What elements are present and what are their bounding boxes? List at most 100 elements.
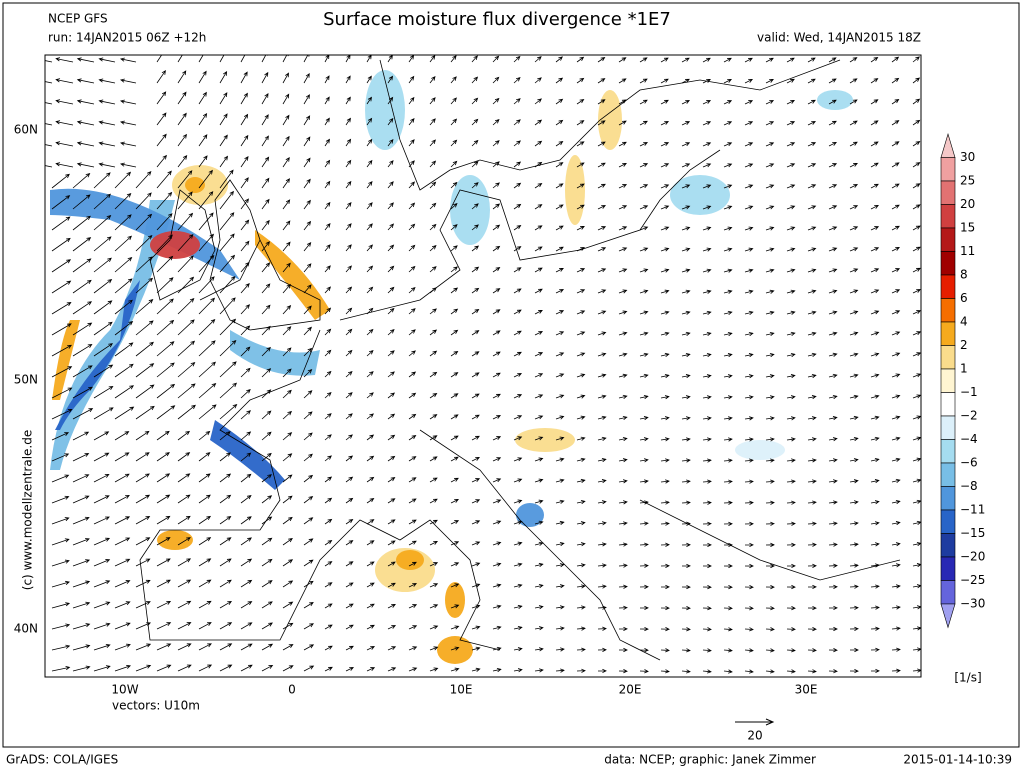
wind-arrow: [471, 160, 479, 168]
wind-arrow: [891, 499, 901, 505]
wind-arrow: [912, 310, 921, 315]
wind-arrow: [408, 139, 415, 147]
wind-arrow: [597, 226, 607, 231]
wind-arrow: [156, 191, 173, 210]
wind-arrow: [702, 542, 712, 548]
wind-arrow: [450, 266, 458, 273]
colorbar-box: [940, 180, 956, 205]
wind-arrow: [198, 452, 211, 462]
colorbar-label: 20: [960, 197, 975, 211]
wind-arrow: [156, 473, 171, 483]
wind-arrow: [744, 163, 754, 168]
wind-arrow: [51, 432, 70, 441]
wind-arrow: [429, 646, 439, 651]
colorbar-box: [940, 157, 956, 182]
colorbar-box: [940, 486, 956, 511]
wind-arrow: [324, 180, 331, 189]
wind-arrow: [114, 278, 133, 294]
wind-arrow: [240, 537, 252, 546]
wind-arrow: [870, 162, 879, 168]
wind-arrow: [891, 141, 900, 147]
wind-arrow: [891, 478, 901, 483]
wind-arrow: [870, 331, 880, 336]
wind-arrow: [51, 453, 70, 462]
shade: [55, 280, 140, 430]
wind-arrow: [240, 473, 252, 483]
wind-arrow: [408, 625, 418, 630]
wind-arrow: [639, 184, 649, 189]
wind-arrow: [93, 516, 110, 525]
wind-arrow: [240, 643, 253, 651]
wind-arrow: [387, 117, 394, 126]
wind-arrow: [366, 75, 372, 84]
wind-arrow: [681, 205, 691, 210]
wind-arrow: [198, 340, 216, 357]
wind-arrow: [702, 100, 712, 105]
wind-arrow: [240, 219, 250, 231]
wind-arrow: [156, 154, 167, 168]
wind-arrow: [597, 521, 607, 526]
wind-arrow: [471, 97, 479, 105]
coast: [639, 499, 901, 581]
wind-arrow: [912, 267, 921, 273]
wind-arrow: [240, 156, 249, 168]
wind-arrow: [471, 583, 481, 588]
wind-arrow: [177, 55, 183, 63]
wind-arrow: [198, 297, 216, 315]
wind-arrow: [534, 309, 543, 315]
wind-arrow: [681, 521, 691, 526]
wind-arrow: [345, 96, 351, 105]
coast: [339, 149, 721, 321]
wind-arrow: [723, 648, 733, 653]
wind-arrow: [807, 627, 817, 632]
wind-arrow: [240, 198, 249, 210]
vectors-label: vectors: U10m: [112, 699, 200, 713]
wind-arrow: [870, 352, 880, 357]
wind-arrow: [513, 668, 523, 673]
wind-arrow: [198, 91, 207, 105]
wind-arrow: [723, 669, 733, 674]
wind-arrow: [387, 160, 394, 168]
wind-arrow: [492, 288, 501, 294]
wind-arrow: [345, 603, 354, 609]
wind-arrow: [156, 664, 172, 672]
wind-arrow: [492, 520, 502, 525]
wind-arrow: [828, 648, 838, 653]
colorbar-box: [940, 439, 956, 464]
wind-arrow: [702, 184, 712, 189]
wind-arrow: [870, 78, 879, 84]
wind-arrow: [492, 224, 501, 231]
lon-label: 30E: [795, 683, 818, 697]
wind-arrow: [120, 162, 137, 168]
wind-arrow: [492, 415, 502, 420]
wind-arrow: [744, 57, 753, 63]
wind-arrow: [387, 202, 394, 210]
wind-arrow: [618, 521, 628, 526]
wind-arrow: [828, 669, 838, 674]
wind-arrow: [765, 648, 775, 653]
wind-arrow: [849, 394, 859, 399]
wind-arrow: [471, 118, 479, 126]
wind-arrow: [93, 407, 114, 420]
wind-arrow: [513, 625, 523, 631]
wind-arrow: [450, 456, 459, 462]
wind-arrow: [660, 184, 670, 189]
wind-arrow: [849, 184, 859, 189]
colorbar-box: [940, 345, 956, 370]
divergence-shading: [50, 70, 853, 664]
wind-arrow: [849, 78, 858, 84]
wind-arrow: [639, 394, 649, 400]
wind-arrow: [366, 96, 372, 105]
wind-arrow: [639, 57, 648, 63]
wind-arrow: [408, 287, 416, 294]
wind-arrow: [366, 667, 376, 672]
wind-arrow: [870, 521, 880, 526]
shade: [210, 420, 285, 490]
wind-arrow: [429, 583, 439, 588]
wind-arrow: [639, 226, 649, 231]
wind-arrow: [303, 432, 313, 441]
wind-arrow: [681, 142, 691, 147]
wind-arrow: [135, 664, 152, 672]
wind-arrow: [492, 55, 500, 63]
wind-arrow: [51, 538, 70, 546]
